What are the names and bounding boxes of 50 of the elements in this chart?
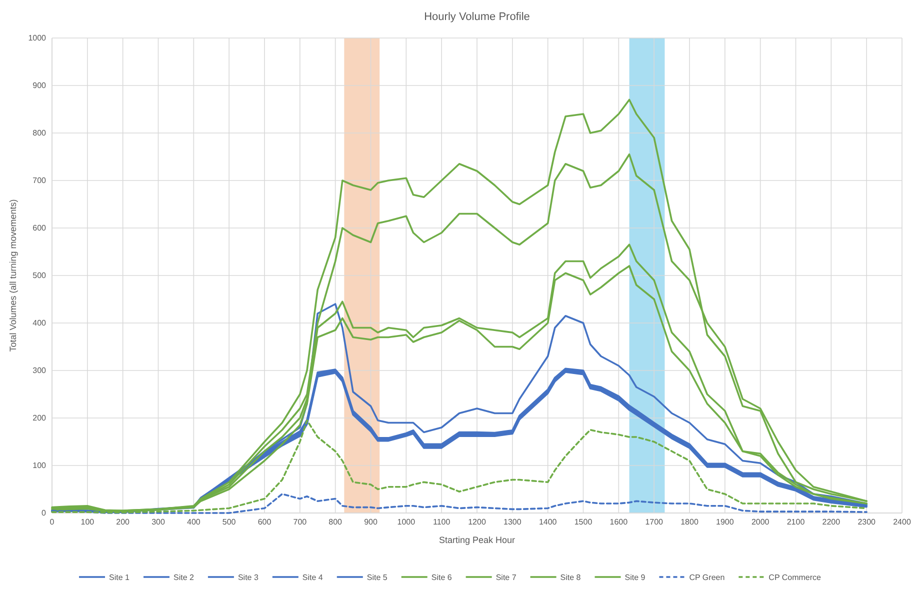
legend-label: CP Green: [689, 573, 725, 582]
y-tick-label: 400: [32, 318, 47, 328]
x-tick-label: 200: [116, 518, 130, 527]
legend-label: CP Commerce: [768, 573, 822, 582]
x-tick-label: 400: [186, 518, 201, 527]
y-tick-label: 600: [32, 224, 47, 233]
legend-label: Site 2: [173, 573, 194, 582]
x-tick-label: 1900: [716, 518, 734, 527]
x-tick-label: 1600: [610, 518, 628, 527]
y-tick-label: 1000: [28, 34, 47, 43]
y-axis-title: Total Volumes (all turning movements): [8, 199, 18, 352]
x-tick-label: 300: [152, 518, 166, 527]
legend-label: Site 7: [496, 573, 517, 582]
x-tick-label: 800: [328, 518, 343, 527]
y-tick-label: 0: [42, 508, 47, 518]
y-tick-label: 800: [32, 128, 47, 138]
legend-label: Site 5: [366, 573, 388, 582]
y-tick-label: 300: [32, 366, 47, 376]
x-tick-label: 1400: [538, 518, 558, 527]
chart-title: Hourly Volume Profile: [424, 11, 530, 23]
x-tick-label: 1700: [645, 518, 664, 527]
legend-label: Site 1: [109, 573, 130, 582]
x-tick-label: 500: [222, 518, 236, 527]
x-tick-label: 1100: [432, 518, 451, 527]
x-tick-label: 2000: [751, 518, 770, 527]
legend-label: Site 4: [302, 573, 324, 582]
x-tick-label: 2400: [893, 518, 912, 527]
y-tick-label: 500: [32, 271, 47, 280]
x-tick-label: 100: [80, 518, 95, 527]
x-tick-label: 1800: [680, 518, 699, 527]
x-axis-title: Starting Peak Hour: [438, 535, 516, 545]
y-tick-label: 200: [32, 414, 47, 423]
legend-label: Site 3: [238, 573, 259, 582]
x-tick-label: 2100: [786, 518, 806, 527]
y-tick-label: 900: [32, 81, 47, 90]
x-tick-label: 1200: [468, 518, 486, 527]
x-tick-label: 1000: [397, 518, 416, 527]
x-tick-label: 600: [258, 518, 272, 527]
x-tick-label: 2200: [822, 518, 841, 527]
x-tick-label: 0: [50, 518, 55, 527]
legend-label: Site 8: [560, 573, 582, 582]
x-tick-label: 2300: [858, 518, 876, 527]
legend-label: Site 9: [624, 573, 646, 582]
x-tick-label: 900: [364, 518, 378, 527]
y-tick-label: 700: [32, 176, 47, 186]
x-tick-label: 700: [293, 518, 308, 527]
y-tick-label: 100: [32, 461, 47, 470]
x-tick-label: 1500: [574, 518, 593, 527]
legend-label: Site 6: [431, 573, 452, 582]
x-tick-label: 1300: [504, 518, 522, 527]
